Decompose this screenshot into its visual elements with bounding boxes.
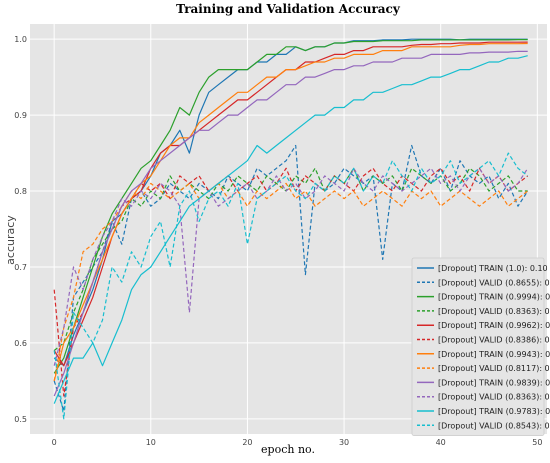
x-tick-label: 50 [532,438,542,447]
legend-entry: [Dropout] VALID (0.8117): 0.40 [438,364,550,373]
x-axis-label: epoch no. [261,443,315,456]
legend-entry: [Dropout] VALID (0.8543): 0.60 [438,421,550,430]
x-tick-label: 20 [242,438,252,447]
legend-entry: [Dropout] TRAIN (1.0): 0.10 [438,264,548,273]
x-tick-label: 30 [339,438,349,447]
series-line-8 [53,182,529,382]
series-line-12 [53,152,529,420]
series-line-10 [53,167,529,366]
legend-entry: [Dropout] TRAIN (0.9994): 0.20 [438,293,550,302]
y-tick-label: 0.9 [14,111,27,120]
y-tick-label: 1.0 [14,35,27,44]
chart-title: Training and Validation Accuracy [176,2,401,16]
series-line-7 [53,42,528,382]
legend-entry: [Dropout] VALID (0.8363): 0.50 [438,393,550,402]
series-line-11 [53,55,528,404]
x-tick-label: 0 [52,438,57,447]
y-tick-label: 0.5 [14,415,27,424]
legend-entry: [Dropout] TRAIN (0.9943): 0.40 [438,350,550,359]
legend-entry: [Dropout] TRAIN (0.9783): 0.60 [438,407,550,416]
legend-box [411,257,545,437]
series-lines [53,38,529,420]
legend: [Dropout] TRAIN (1.0): 0.10 [Dropout] VAL… [411,257,550,437]
y-axis-label: accuracy [4,215,17,265]
series-line-4 [53,167,528,351]
x-tick-label: 10 [146,438,156,447]
series-line-3 [53,38,528,374]
y-tick-label: 0.7 [14,263,27,272]
y-tick-label: 0.8 [14,187,27,196]
legend-entry: [Dropout] TRAIN (0.9839): 0.50 [438,378,550,387]
series-line-9 [53,50,528,397]
y-tick-label: 0.6 [14,339,27,348]
x-tick-label: 40 [436,438,446,447]
legend-entry: [Dropout] VALID (0.8655): 0.10 [438,278,550,287]
legend-entry: [Dropout] VALID (0.8386): 0.30 [438,336,550,345]
legend-entry: [Dropout] TRAIN (0.9962): 0.30 [438,321,550,330]
axis-ticks: 0 10 20 30 40 50 0.5 0.6 0.7 0.8 0.9 1.0 [14,35,542,447]
legend-entry: [Dropout] VALID (0.8363): 0.20 [438,307,550,316]
